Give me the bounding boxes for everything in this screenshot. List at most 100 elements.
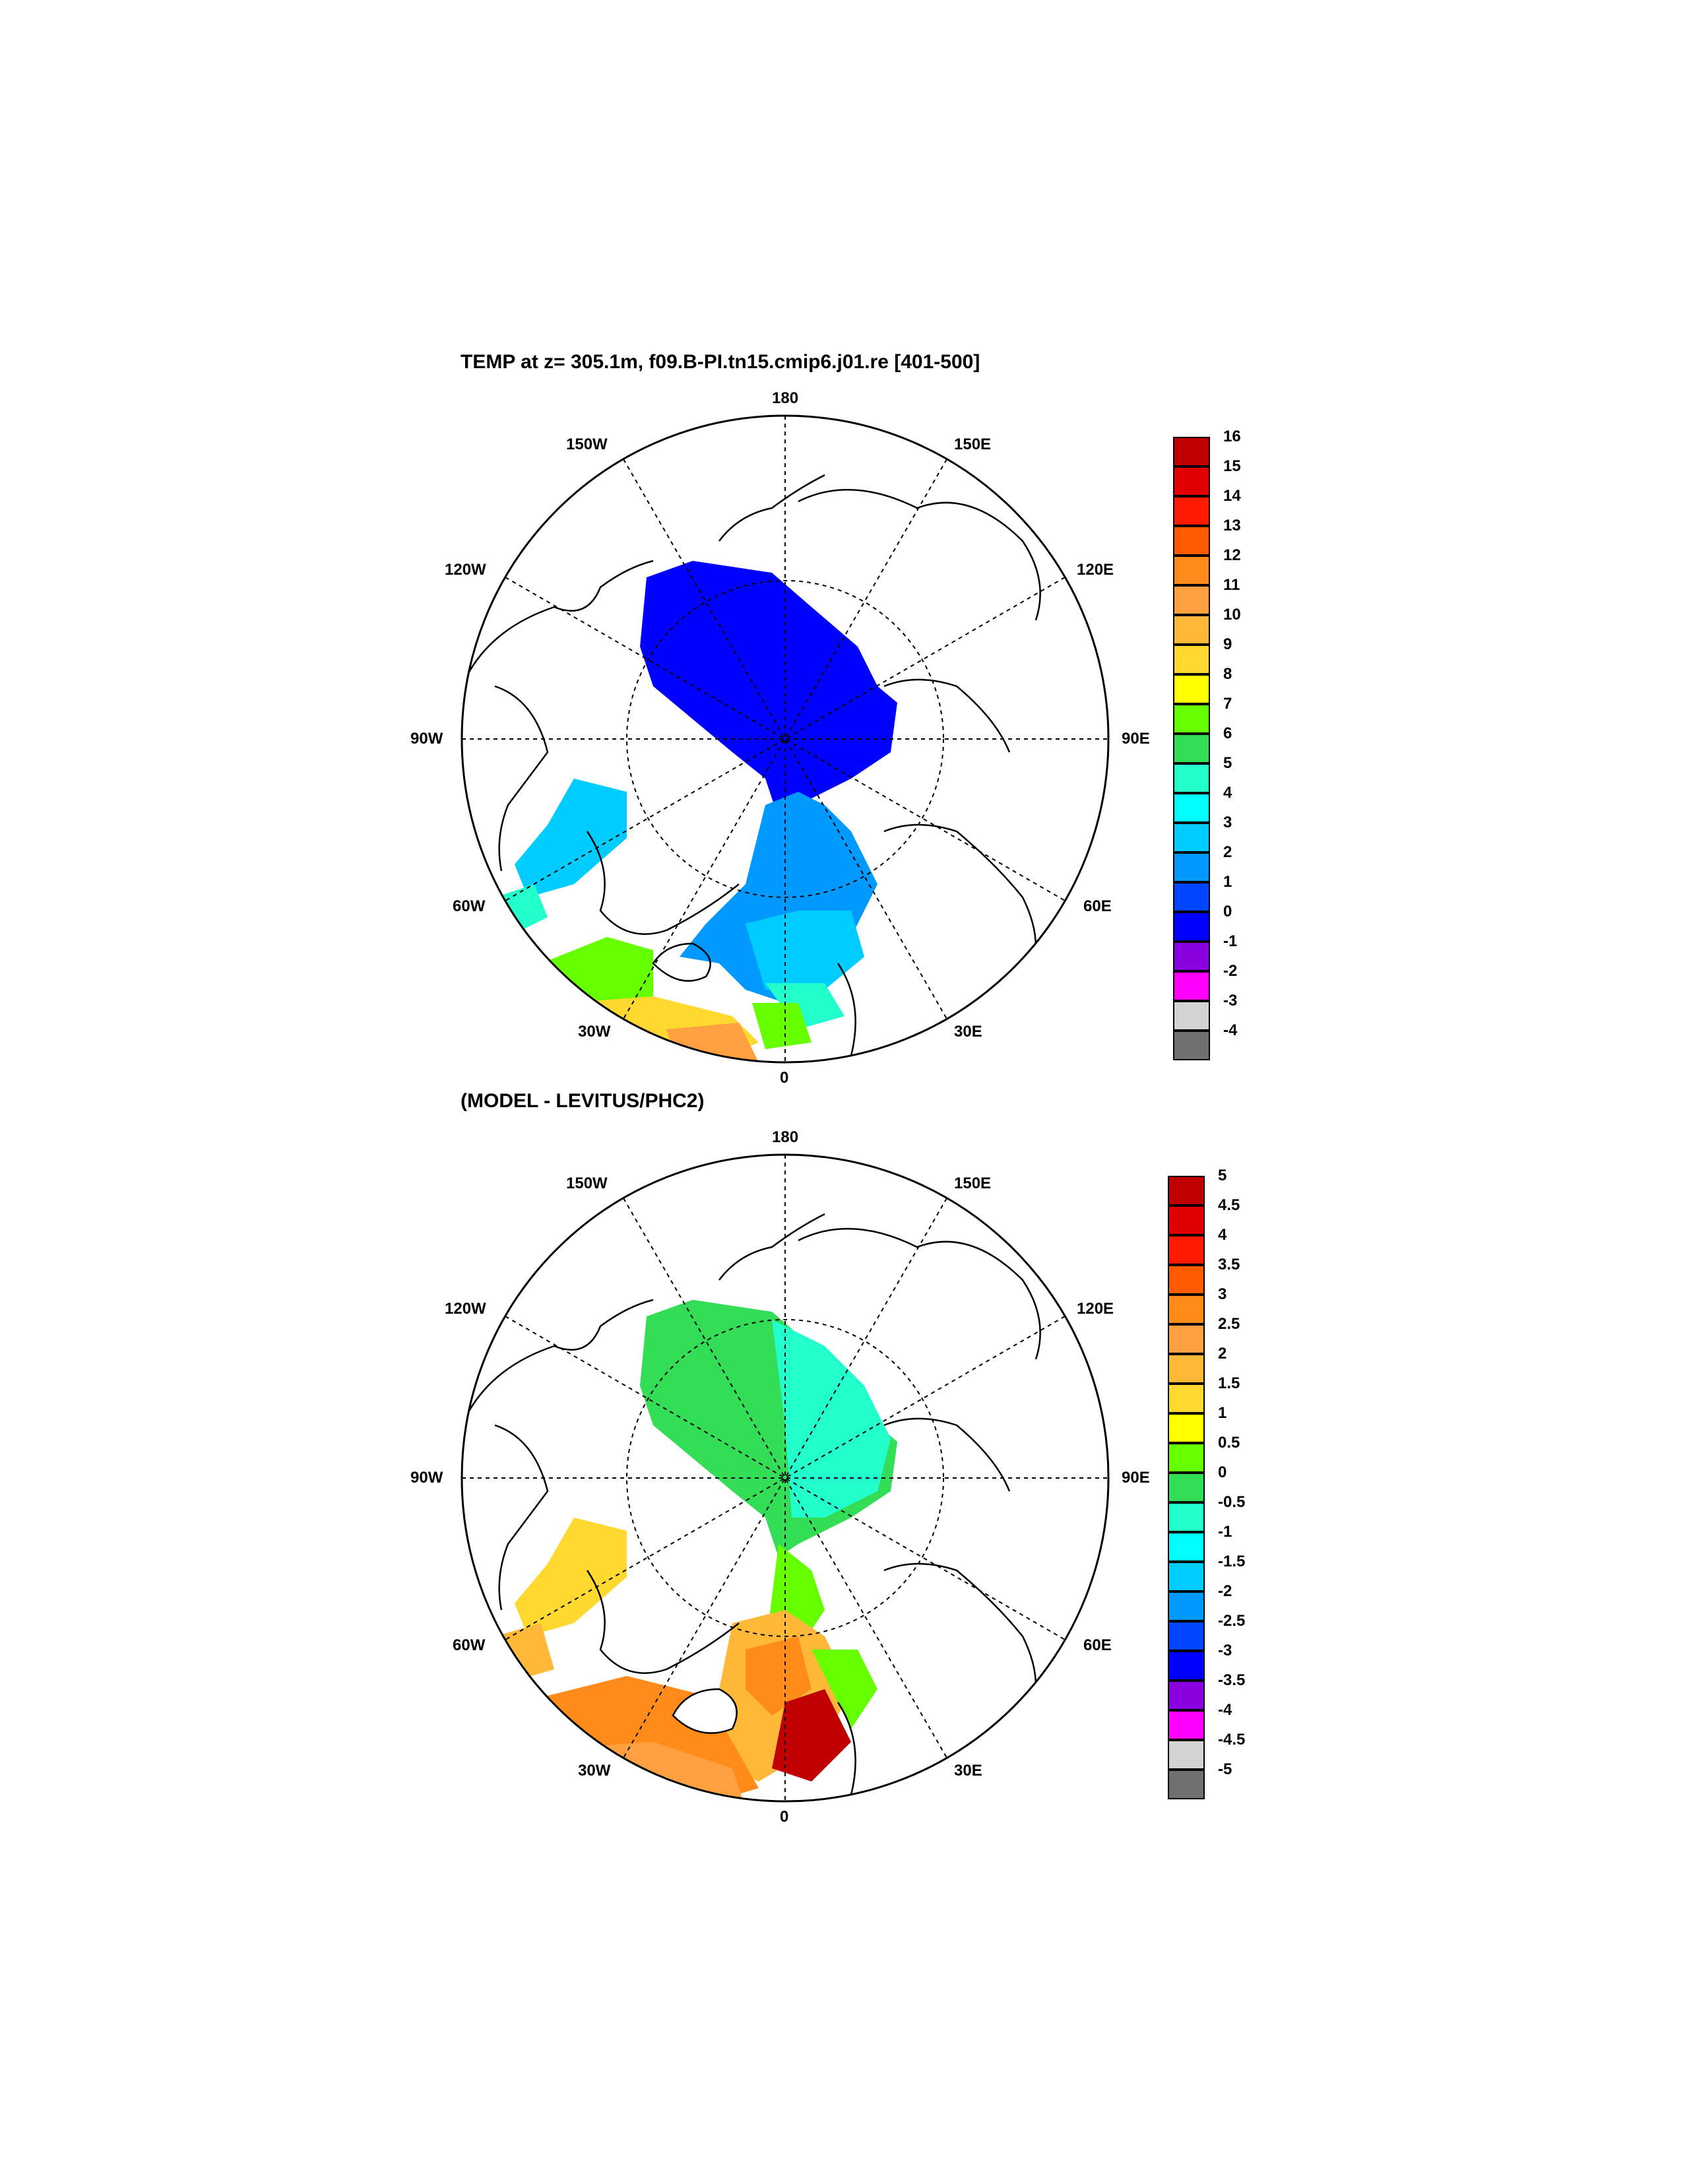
- lon-0: 0: [780, 1069, 789, 1087]
- lon-0: 0: [780, 1808, 789, 1826]
- colorbar-tick-label: -2: [1223, 962, 1238, 980]
- colorbar-tick-label: -1.5: [1218, 1553, 1246, 1570]
- lon-30w: 30W: [578, 1023, 611, 1041]
- colorbar-tick-label: 7: [1223, 695, 1232, 713]
- colorbar-swatch: [1173, 882, 1210, 912]
- colorbar-tick-label: -2.5: [1218, 1612, 1246, 1630]
- colorbar-tick-label: 13: [1223, 517, 1241, 534]
- colorbar-tick-label: 2.5: [1218, 1315, 1240, 1333]
- colorbar-swatch: [1173, 556, 1210, 585]
- lon-30e: 30E: [954, 1023, 982, 1041]
- colorbar-tick-label: -0.5: [1218, 1493, 1246, 1511]
- colorbar-tick-label: 5: [1218, 1167, 1227, 1184]
- colorbar-swatch: [1173, 1031, 1210, 1060]
- colorbar-tick-label: -3: [1223, 992, 1238, 1010]
- colorbar-swatch: [1168, 1295, 1205, 1324]
- colorbar-swatch: [1168, 1413, 1205, 1443]
- colorbar-swatch: [1168, 1740, 1205, 1770]
- lon-90e: 90E: [1122, 730, 1150, 748]
- colorbar-tick-label: 0: [1218, 1463, 1227, 1481]
- colorbar-swatch: [1168, 1770, 1205, 1799]
- colorbar-tick-label: 3: [1218, 1285, 1227, 1303]
- map-boundary: [461, 1153, 1110, 1803]
- colorbar-swatch: [1173, 526, 1210, 556]
- lon-120w: 120W: [445, 1300, 486, 1318]
- colorbar-swatch: [1173, 674, 1210, 704]
- polar-map-temperature: 180 0 90W 90E 150W 150E 120W 120E 60W 60…: [410, 389, 1150, 1087]
- colorbar-swatch: [1173, 645, 1210, 674]
- colorbar-swatch: [1168, 1324, 1205, 1354]
- panel-2-title: (MODEL - LEVITUS/PHC2): [461, 1090, 705, 1112]
- colorbar-tick-label: 4: [1223, 784, 1232, 802]
- colorbar-swatch: [1168, 1710, 1205, 1740]
- colorbar-tick-label: 3.5: [1218, 1256, 1240, 1273]
- colorbar-swatch: [1173, 704, 1210, 734]
- colorbar-swatch: [1168, 1502, 1205, 1532]
- colorbar-tick-label: 11: [1223, 576, 1240, 594]
- colorbar-tick-label: 14: [1223, 487, 1241, 505]
- lon-120e: 120E: [1077, 561, 1114, 579]
- lon-180: 180: [772, 1128, 799, 1146]
- colorbar-swatch: [1168, 1265, 1205, 1295]
- colorbar-tick-label: -4: [1223, 1021, 1238, 1039]
- colorbar-tick-label: 8: [1223, 665, 1232, 683]
- colorbar-tick-label: 0.5: [1218, 1434, 1240, 1452]
- colorbar-swatch: [1173, 912, 1210, 942]
- colorbar-tick-label: 6: [1223, 724, 1232, 742]
- lon-120w: 120W: [445, 561, 486, 579]
- lon-150w: 150W: [566, 435, 608, 453]
- map-2-svg: [461, 1153, 1110, 1803]
- colorbar-tick-label: -1: [1223, 932, 1238, 950]
- panel-1-title: TEMP at z= 305.1m, f09.B-PI.tn15.cmip6.j…: [461, 351, 980, 373]
- lon-60e: 60E: [1083, 1636, 1112, 1654]
- lon-90w: 90W: [410, 1469, 443, 1487]
- colorbar-tick-label: -5: [1218, 1760, 1232, 1778]
- colorbar-tick-label: 5: [1223, 754, 1232, 772]
- colorbar-tick-label: 4.5: [1218, 1196, 1240, 1214]
- colorbar-swatch: [1173, 734, 1210, 763]
- colorbar-tick-label: 10: [1223, 606, 1241, 624]
- colorbar-swatch: [1173, 496, 1210, 526]
- colorbar-swatch: [1173, 942, 1210, 971]
- labrador-sea-diff-field: [515, 1518, 627, 1636]
- colorbar-tick-label: 2: [1218, 1345, 1227, 1363]
- colorbar-swatch: [1168, 1443, 1205, 1473]
- lon-60w: 60W: [453, 1636, 486, 1654]
- colorbar-swatch: [1173, 437, 1210, 466]
- colorbar-tick-label: 9: [1223, 635, 1232, 653]
- colorbar-tick-label: -1: [1218, 1523, 1232, 1541]
- lon-120e: 120E: [1077, 1300, 1114, 1318]
- colorbar-tick-label: -4: [1218, 1701, 1232, 1719]
- lon-60w: 60W: [453, 897, 486, 915]
- colorbar-tick-label: -2: [1218, 1582, 1232, 1600]
- colorbar-swatch: [1168, 1473, 1205, 1502]
- polar-map-difference: 180 0 90W 90E 150W 150E 120W 120E 60W 60…: [410, 1128, 1150, 1826]
- lon-180: 180: [772, 389, 799, 407]
- colorbar-tick-label: 1: [1218, 1404, 1227, 1422]
- colorbar-swatch: [1168, 1205, 1205, 1235]
- colorbar-swatch: [1173, 1001, 1210, 1031]
- colorbar-tick-label: 4: [1218, 1226, 1227, 1244]
- colorbar-swatch: [1168, 1562, 1205, 1591]
- colorbar-tick-label: 1: [1223, 873, 1232, 891]
- colorbar-tick-label: -3.5: [1218, 1671, 1246, 1689]
- lon-150w: 150W: [566, 1174, 608, 1192]
- colorbar-swatch: [1168, 1532, 1205, 1562]
- colorbar-swatch: [1168, 1176, 1205, 1205]
- lon-150e: 150E: [954, 435, 992, 453]
- colorbar-swatch: [1168, 1384, 1205, 1413]
- colorbar-tick-label: 1.5: [1218, 1374, 1240, 1392]
- colorbar-tick-label: 3: [1223, 814, 1232, 831]
- colorbar-swatch: [1173, 615, 1210, 645]
- lon-150e: 150E: [954, 1174, 992, 1192]
- colorbar-swatch: [1173, 793, 1210, 823]
- colorbar-swatch: [1168, 1681, 1205, 1710]
- map-boundary: [461, 414, 1110, 1064]
- lon-30w: 30W: [578, 1762, 611, 1780]
- colorbar-swatch: [1168, 1651, 1205, 1681]
- colorbar-swatch: [1173, 466, 1210, 496]
- colorbar-swatch: [1173, 585, 1210, 615]
- lon-60e: 60E: [1083, 897, 1112, 915]
- colorbar-tick-label: 12: [1223, 546, 1241, 564]
- labrador-sea-field: [515, 779, 627, 897]
